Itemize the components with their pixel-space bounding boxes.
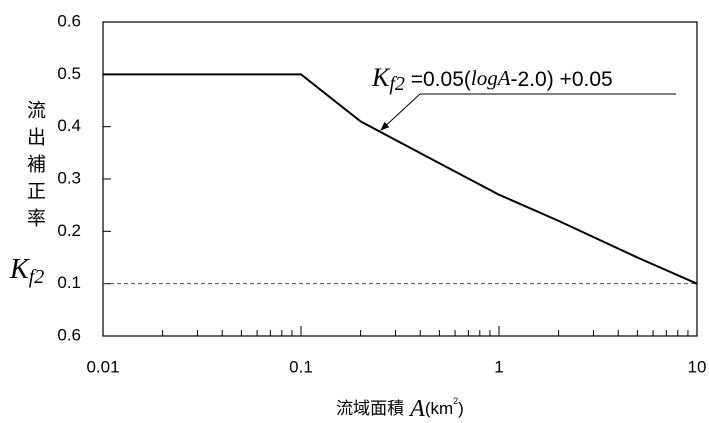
data-line <box>103 73 698 285</box>
y-tick-label: 0.2 <box>57 221 81 240</box>
annotation: Kf2 =0.05(logA-2.0) +0.05 <box>371 63 613 95</box>
y-tick-label: 0.5 <box>57 64 81 83</box>
x-label-unit: (km <box>425 399 453 418</box>
y-tick-label: 0.4 <box>57 116 81 135</box>
y-symbol: Kf2 <box>9 254 44 287</box>
x-tick-label: 1 <box>494 357 503 376</box>
y-symbol-sub: f2 <box>29 266 45 288</box>
annotation-arrow <box>380 93 421 131</box>
x-label-close: ) <box>458 399 464 418</box>
ann-k: K <box>371 63 391 92</box>
x-axis-label: 流域面積 A(km2) <box>336 396 464 422</box>
y-tick-label: 0.3 <box>57 168 81 187</box>
y-tick-label: 0.6 <box>57 325 81 344</box>
x-tick-label: 0.01 <box>86 357 119 376</box>
x-label-text: 流域面積 <box>336 399 404 418</box>
y-symbol-k: K <box>9 254 30 285</box>
y-axis-label: 流出補正率 <box>24 100 46 235</box>
ann-rest: -2.0) +0.05 <box>511 68 613 91</box>
y-tick-label: 0.1 <box>57 273 81 292</box>
x-label-sup: 2 <box>453 396 458 406</box>
y-tick-label: 0.6 <box>57 11 81 30</box>
x-tick-label: 0.1 <box>289 357 313 376</box>
x-label-symbol: A <box>408 396 425 422</box>
x-tick-label: 10 <box>688 357 707 376</box>
ann-sub: f2 <box>389 73 405 95</box>
ann-log: logA <box>471 66 511 90</box>
ann-formula: =0.05( <box>405 68 471 91</box>
